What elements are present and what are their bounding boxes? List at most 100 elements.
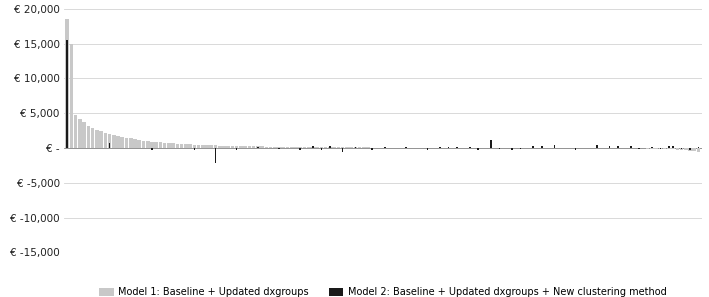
Bar (693, 148, 696, 151)
Bar (312, 146, 314, 148)
Bar (281, 147, 285, 148)
Bar (146, 141, 150, 148)
Bar (575, 148, 576, 150)
Bar (69, 44, 73, 148)
Bar (104, 133, 107, 148)
Bar (697, 148, 700, 152)
Bar (112, 135, 116, 148)
Bar (303, 147, 306, 148)
Bar (125, 138, 128, 148)
Bar (213, 146, 217, 148)
Bar (298, 147, 302, 148)
Bar (196, 145, 201, 148)
Bar (638, 148, 640, 149)
Bar (498, 148, 500, 149)
Bar (116, 136, 120, 148)
Bar (273, 147, 277, 148)
Bar (320, 148, 322, 151)
Bar (520, 148, 521, 149)
Bar (99, 131, 103, 148)
Bar (236, 148, 238, 150)
Bar (95, 130, 99, 148)
Bar (688, 148, 692, 151)
Bar (684, 148, 688, 150)
Bar (651, 147, 653, 148)
Bar (159, 143, 162, 148)
Bar (184, 144, 188, 148)
Bar (324, 147, 328, 148)
Bar (133, 139, 137, 148)
Bar (698, 147, 699, 148)
Bar (247, 146, 251, 148)
Bar (151, 148, 152, 150)
Bar (667, 148, 671, 149)
Bar (155, 142, 158, 148)
Bar (342, 148, 343, 152)
Bar (78, 119, 82, 148)
Bar (681, 148, 682, 149)
Bar (341, 147, 345, 148)
Bar (307, 147, 311, 148)
Bar (630, 146, 632, 148)
Bar (554, 145, 555, 148)
Bar (209, 145, 213, 148)
Bar (469, 147, 471, 148)
Bar (108, 143, 111, 148)
Bar (345, 147, 349, 148)
Bar (65, 19, 69, 148)
Bar (354, 147, 356, 148)
Bar (235, 146, 238, 148)
Bar (447, 147, 450, 148)
Bar (172, 143, 175, 148)
Bar (689, 148, 691, 150)
Bar (311, 147, 315, 148)
Bar (659, 148, 662, 149)
Bar (328, 147, 332, 148)
Bar (320, 147, 323, 148)
Bar (108, 134, 111, 148)
Bar (532, 146, 534, 148)
Bar (180, 144, 184, 148)
Bar (222, 146, 225, 148)
Bar (142, 140, 145, 148)
Legend: Model 1: Baseline + Updated dxgroups, Model 2: Baseline + Updated dxgroups + New: Model 1: Baseline + Updated dxgroups, Mo… (95, 283, 671, 297)
Bar (680, 148, 683, 150)
Bar (316, 147, 319, 148)
Bar (193, 145, 196, 148)
Bar (350, 147, 353, 148)
Bar (176, 144, 179, 148)
Bar (121, 137, 124, 148)
Bar (277, 147, 281, 148)
Bar (256, 146, 259, 148)
Bar (294, 147, 298, 148)
Bar (189, 144, 192, 148)
Bar (260, 146, 264, 148)
Bar (372, 148, 373, 150)
Bar (215, 148, 216, 163)
Bar (427, 148, 428, 150)
Bar (243, 146, 247, 148)
Bar (299, 148, 301, 150)
Bar (596, 145, 598, 148)
Bar (163, 143, 167, 148)
Bar (440, 147, 441, 148)
Bar (230, 146, 234, 148)
Bar (358, 147, 362, 148)
Bar (511, 148, 513, 150)
Bar (286, 147, 289, 148)
Bar (672, 146, 674, 148)
Bar (150, 142, 154, 148)
Bar (337, 147, 340, 148)
Bar (226, 146, 230, 148)
Bar (252, 146, 255, 148)
Bar (490, 140, 492, 148)
Bar (167, 143, 171, 148)
Bar (333, 147, 336, 148)
Bar (194, 148, 195, 150)
Bar (456, 147, 458, 148)
Bar (663, 148, 666, 149)
Bar (264, 146, 268, 148)
Bar (671, 148, 675, 149)
Bar (659, 148, 661, 149)
Bar (609, 146, 610, 148)
